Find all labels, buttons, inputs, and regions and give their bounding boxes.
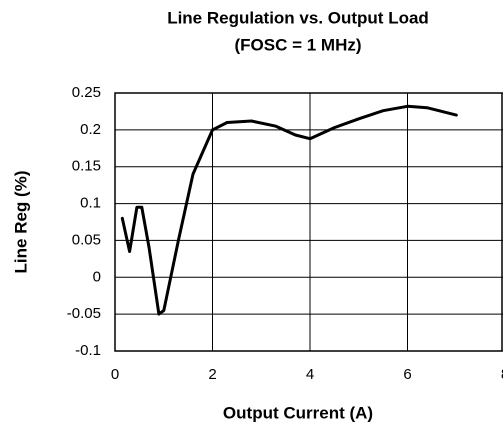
y-tick-label: 0.1 xyxy=(80,195,101,212)
x-tick-label: 0 xyxy=(111,366,119,383)
x-axis-title: Output Current (A) xyxy=(223,403,373,422)
chart-subtitle: (FOSC = 1 MHz) xyxy=(234,35,361,54)
y-tick-label: 0.05 xyxy=(72,231,101,248)
chart-title: Line Regulation vs. Output Load xyxy=(167,8,429,27)
data-line xyxy=(120,104,458,316)
y-tick-label: 0 xyxy=(93,268,101,285)
y-tick-label: 0.2 xyxy=(80,121,101,138)
y-tick-label: -0.1 xyxy=(75,342,101,359)
y-tick-label: -0.05 xyxy=(67,305,101,322)
x-tick-label: 2 xyxy=(208,366,216,383)
x-tick-label: 6 xyxy=(403,366,411,383)
y-axis-title: Line Reg (%) xyxy=(11,171,30,274)
x-tick-label: 8 xyxy=(501,366,503,383)
x-tick-label: 4 xyxy=(306,366,314,383)
y-tick-label: 0.25 xyxy=(72,84,101,101)
y-tick-label: 0.15 xyxy=(72,158,101,175)
plot-frame xyxy=(114,92,503,352)
